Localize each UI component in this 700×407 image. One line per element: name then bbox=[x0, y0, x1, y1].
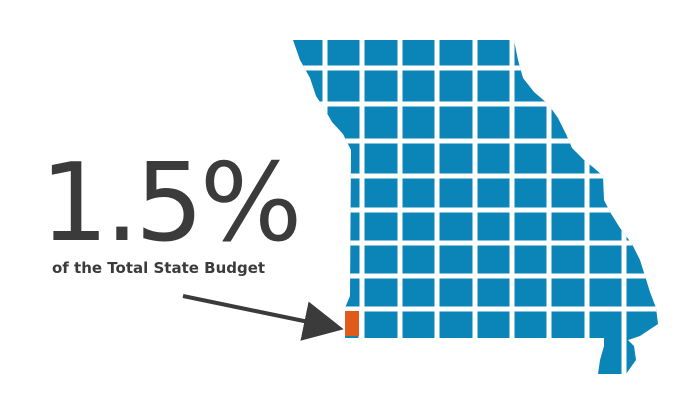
percentage-caption: of the Total State Budget bbox=[52, 259, 266, 277]
highlighted-cell bbox=[345, 311, 359, 336]
percentage-value: 1.5% bbox=[40, 141, 302, 266]
pointer-arrow bbox=[182, 294, 344, 341]
stat-block: 1.5% bbox=[40, 141, 302, 266]
map-grid bbox=[293, 40, 658, 374]
